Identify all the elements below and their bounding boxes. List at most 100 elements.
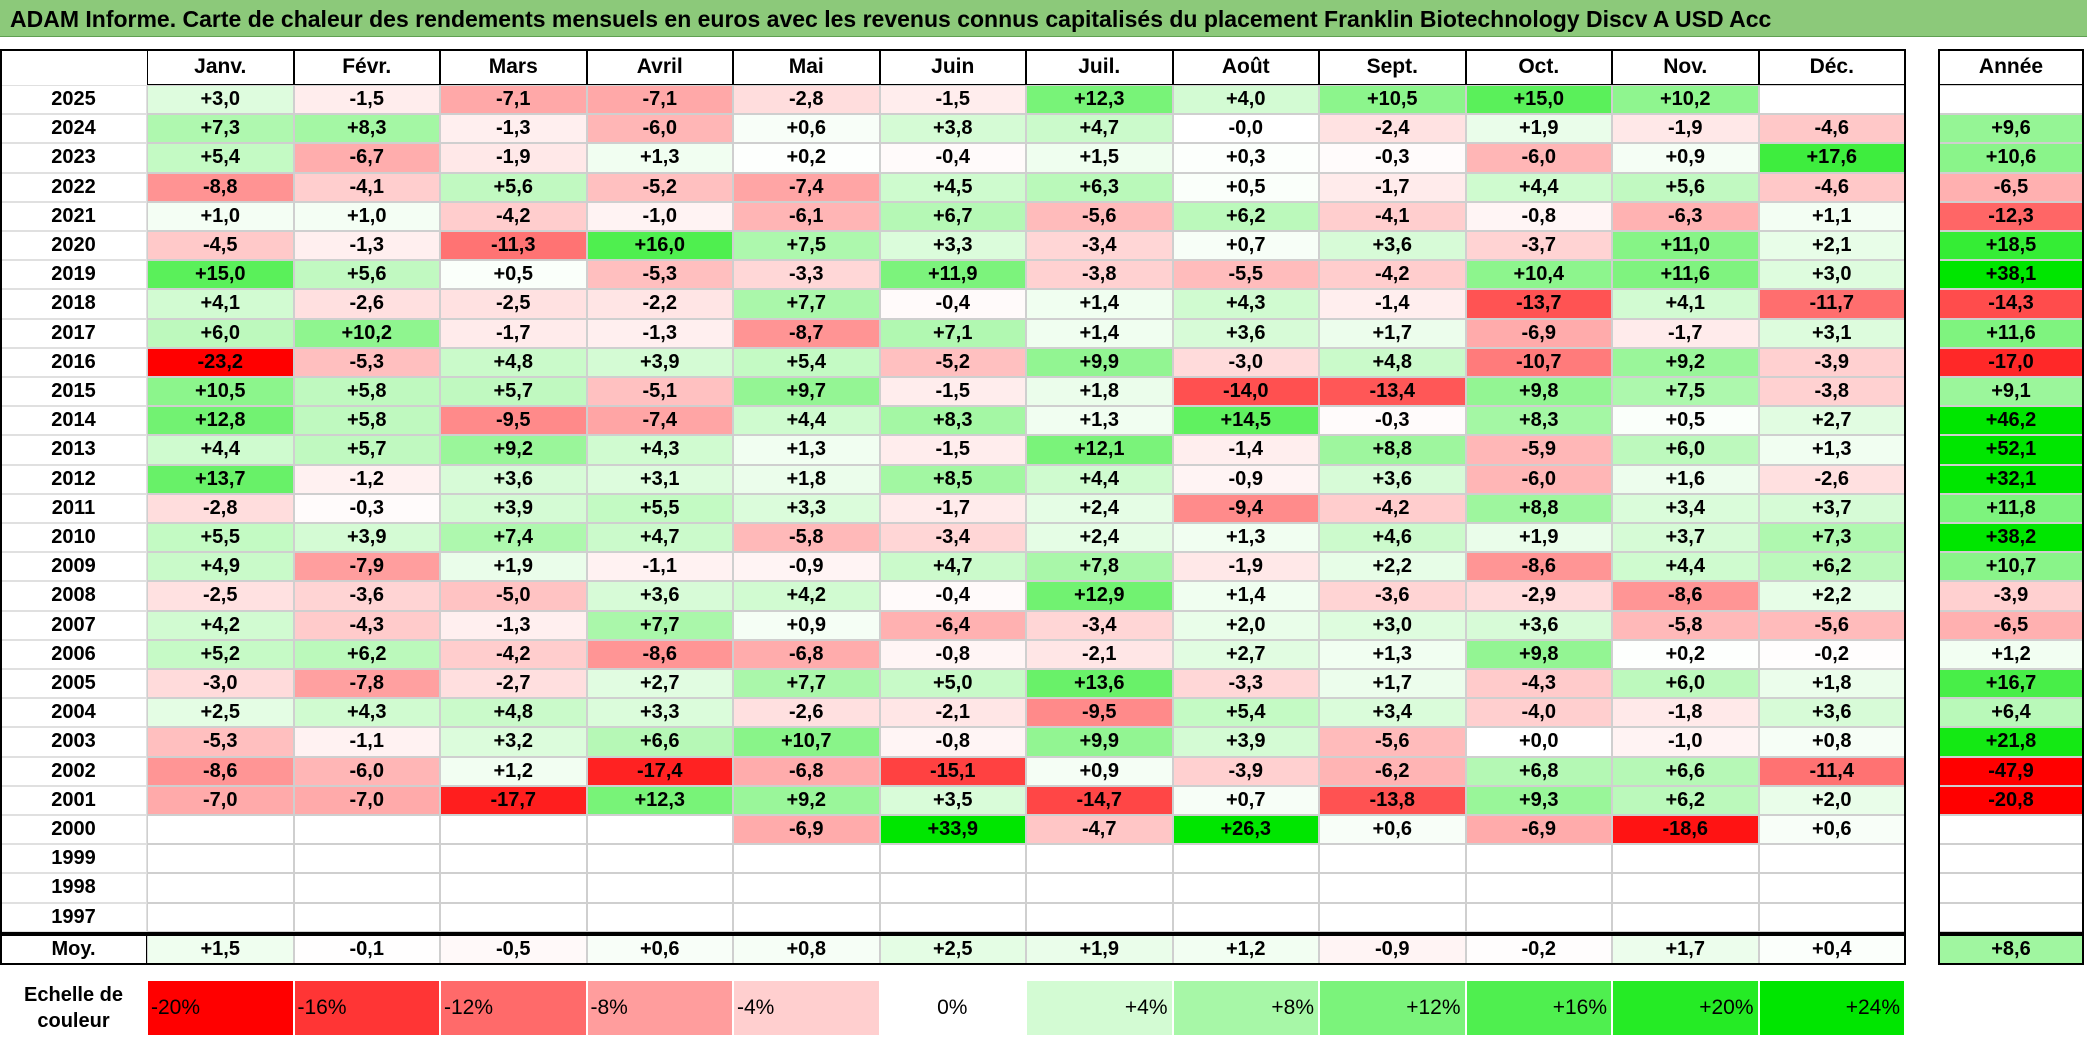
annual-cell: +10,7 <box>1938 552 2084 582</box>
color-scale-step: +8% <box>1172 980 1319 1036</box>
heatmap-cell <box>1758 85 1905 115</box>
heatmap-cell: +3,0 <box>1319 610 1466 640</box>
annual-cell: -47,9 <box>1938 756 2084 786</box>
heatmap-cell: +6,8 <box>1465 756 1612 786</box>
heatmap-cell <box>733 902 880 932</box>
heatmap-cell <box>1319 873 1466 903</box>
heatmap-cell: -3,4 <box>1026 231 1173 261</box>
heatmap-cell: +4,7 <box>586 523 733 553</box>
heatmap-cell: +5,4 <box>1172 698 1319 728</box>
color-scale-step: -12% <box>440 980 587 1036</box>
year-label: 2022 <box>0 172 147 202</box>
year-label: 1998 <box>0 873 147 903</box>
heatmap-cell: +1,1 <box>1758 201 1905 231</box>
heatmap-cell: -8,6 <box>586 639 733 669</box>
heatmap-cell: -3,3 <box>1172 669 1319 699</box>
heatmap-cell: +3,1 <box>1758 318 1905 348</box>
year-label: 2001 <box>0 785 147 815</box>
heatmap-cell: -3,7 <box>1465 231 1612 261</box>
heatmap-cell: +9,8 <box>1465 377 1612 407</box>
heatmap-cell: -1,8 <box>1612 698 1759 728</box>
heatmap-cell: +9,9 <box>1026 727 1173 757</box>
color-scale-step: -8% <box>586 980 733 1036</box>
heatmap-cell: +3,3 <box>733 493 880 523</box>
heatmap-cell: -4,7 <box>1026 815 1173 845</box>
year-label: 2025 <box>0 85 147 115</box>
heatmap-cell: +5,7 <box>293 435 440 465</box>
heatmap-cell: -0,3 <box>293 493 440 523</box>
color-scale-step: +24% <box>1758 980 1905 1036</box>
heatmap-cell: -1,9 <box>1172 552 1319 582</box>
heatmap-cell: -10,7 <box>1465 347 1612 377</box>
heatmap-cell: +0,8 <box>1758 727 1905 757</box>
heatmap-cell: -2,5 <box>147 581 294 611</box>
annual-cell <box>1938 873 2084 903</box>
heatmap-cell: -2,7 <box>440 669 587 699</box>
average-cell: +0,8 <box>733 934 880 965</box>
heatmap-cell: -0,8 <box>1465 201 1612 231</box>
heatmap-cell: -3,4 <box>879 523 1026 553</box>
average-label: Moy. <box>0 934 147 965</box>
color-scale-step: -20% <box>147 980 294 1036</box>
average-cell: +1,9 <box>1026 934 1173 965</box>
heatmap-cell: +16,0 <box>586 231 733 261</box>
month-header: Sept. <box>1319 49 1466 85</box>
heatmap-cell: +3,6 <box>1465 610 1612 640</box>
annual-cell: +1,2 <box>1938 639 2084 669</box>
heatmap-cell <box>1758 873 1905 903</box>
heatmap-cell: -6,2 <box>1319 756 1466 786</box>
heatmap-cell: +9,2 <box>1612 347 1759 377</box>
heatmap-cell: -1,4 <box>1172 435 1319 465</box>
heatmap-cell: -2,4 <box>1319 114 1466 144</box>
heatmap-cell <box>879 873 1026 903</box>
heatmap-cell: -0,4 <box>879 581 1026 611</box>
heatmap-cell: -8,6 <box>1465 552 1612 582</box>
annual-header: Année <box>1938 49 2084 85</box>
title-bar: ADAM Informe. Carte de chaleur des rende… <box>0 0 2087 37</box>
heatmap-cell: -4,2 <box>440 201 587 231</box>
heatmap-cell: -2,5 <box>440 289 587 319</box>
heatmap-cell: -1,5 <box>879 435 1026 465</box>
heatmap-cell: +2,0 <box>1172 610 1319 640</box>
heatmap-cell: -2,8 <box>147 493 294 523</box>
heatmap-cell: +2,1 <box>1758 231 1905 261</box>
heatmap-cell: -8,8 <box>147 172 294 202</box>
heatmap-cell: -2,2 <box>586 289 733 319</box>
heatmap-cell: +3,6 <box>1172 318 1319 348</box>
heatmap-cell <box>440 844 587 874</box>
heatmap-cell: -7,8 <box>293 669 440 699</box>
heatmap-cell: +5,6 <box>1612 172 1759 202</box>
heatmap-cell: +3,9 <box>293 523 440 553</box>
annual-cell: -17,0 <box>1938 347 2084 377</box>
heatmap-cell: +6,0 <box>147 318 294 348</box>
heatmap-cell: -1,7 <box>1319 172 1466 202</box>
heatmap-cell: +3,0 <box>147 85 294 115</box>
heatmap-cell <box>147 815 294 845</box>
month-header: Août <box>1172 49 1319 85</box>
heatmap-cell: -7,1 <box>586 85 733 115</box>
heatmap-cell: +1,8 <box>1758 669 1905 699</box>
heatmap-cell: -4,1 <box>293 172 440 202</box>
heatmap-cell: +2,4 <box>1026 523 1173 553</box>
annual-cell: +16,7 <box>1938 669 2084 699</box>
heatmap-cell: -13,7 <box>1465 289 1612 319</box>
heatmap-cell: +2,2 <box>1319 552 1466 582</box>
average-cell: +1,5 <box>147 934 294 965</box>
heatmap-cell: +4,2 <box>733 581 880 611</box>
heatmap-cell <box>1319 844 1466 874</box>
heatmap-cell: -7,4 <box>586 406 733 436</box>
heatmap-cell: +0,5 <box>440 260 587 290</box>
heatmap-cell: -2,9 <box>1465 581 1612 611</box>
heatmap-cell <box>586 873 733 903</box>
annual-cell: +9,6 <box>1938 114 2084 144</box>
month-header: Juin <box>879 49 1026 85</box>
year-label: 2003 <box>0 727 147 757</box>
heatmap-cell: +6,2 <box>1172 201 1319 231</box>
heatmap-cell: -3,4 <box>1026 610 1173 640</box>
heatmap-cell: -2,8 <box>733 85 880 115</box>
heatmap-cell: +0,6 <box>733 114 880 144</box>
chart-title: ADAM Informe. Carte de chaleur des rende… <box>10 6 1772 32</box>
color-scale-step: +4% <box>1026 980 1173 1036</box>
heatmap-cell: +5,7 <box>440 377 587 407</box>
heatmap-cell: +1,5 <box>1026 143 1173 173</box>
